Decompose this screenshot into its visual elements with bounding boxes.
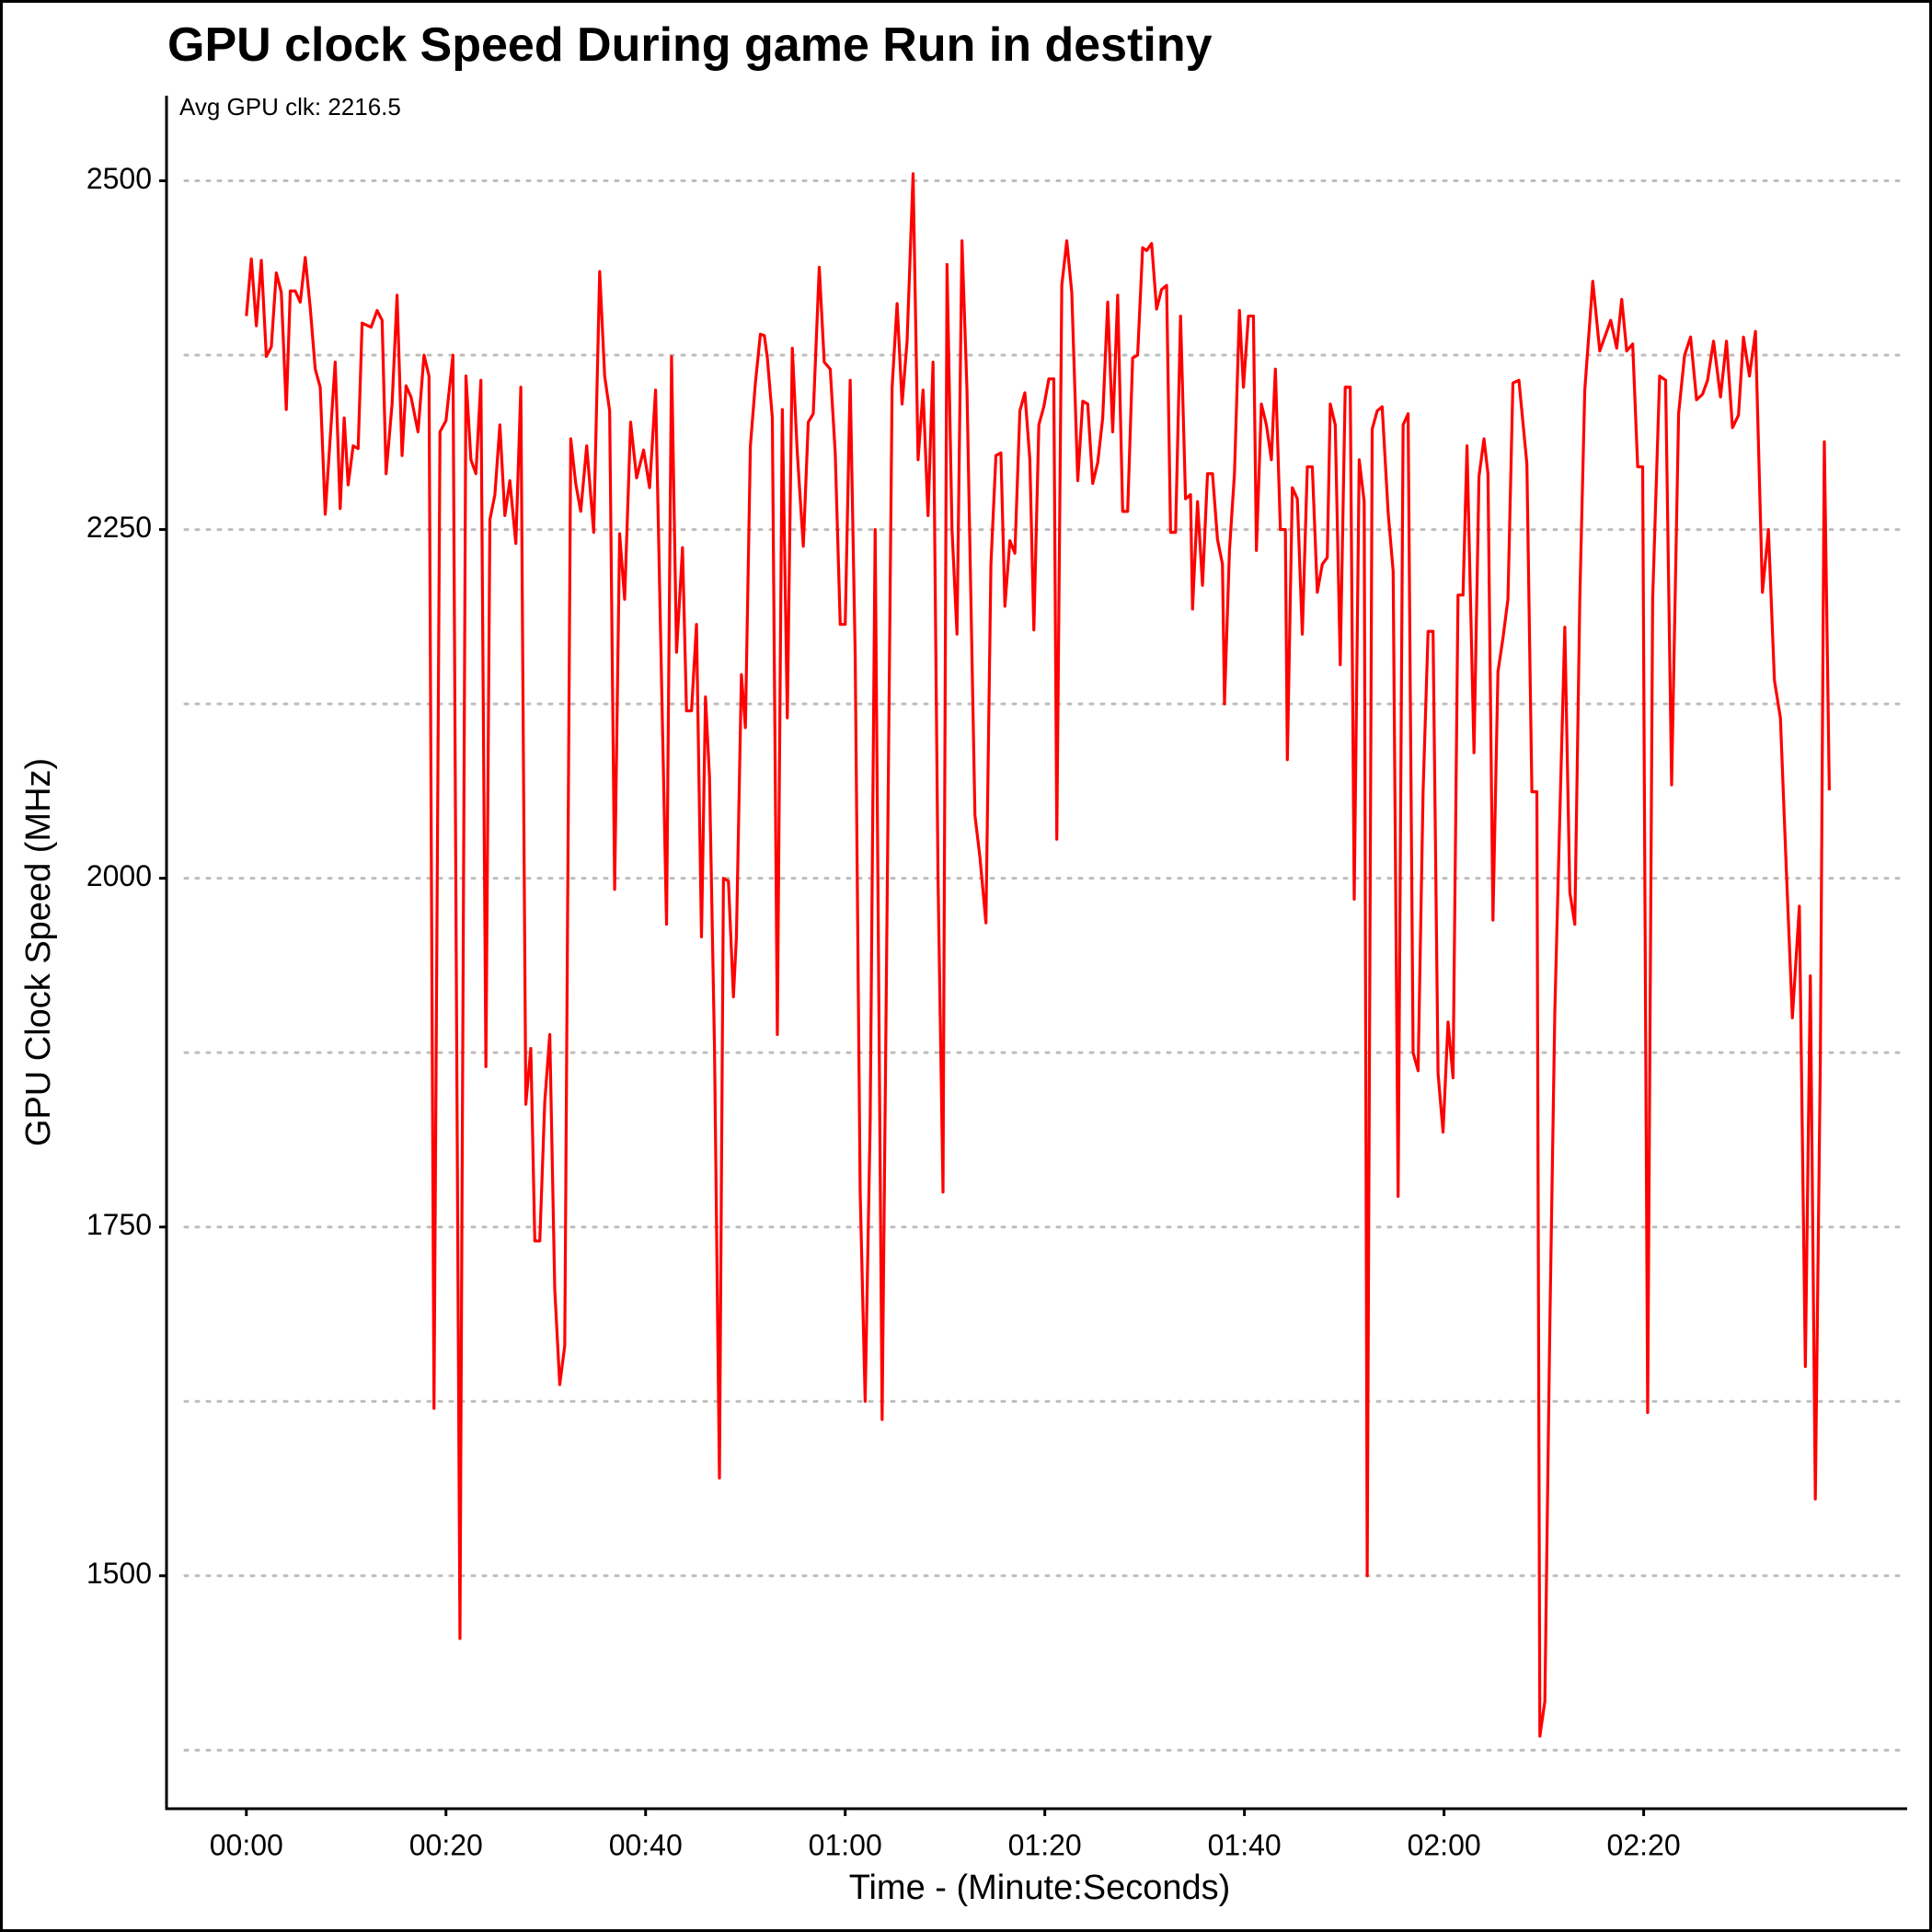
chart-title: GPU clock Speed During game Run in desti… [167, 18, 1213, 72]
x-tick-label: 01:40 [1208, 1828, 1282, 1861]
x-tick-label: 02:20 [1607, 1828, 1681, 1861]
x-tick-label: 00:40 [609, 1828, 683, 1861]
x-axis-title: Time - (Minute:Seconds) [849, 1869, 1231, 1907]
y-tick-label: 2250 [86, 511, 152, 544]
annotation: Avg GPU clk: 2216.5 [179, 93, 401, 121]
x-tick-label: 02:00 [1408, 1828, 1481, 1861]
x-tick-label: 00:20 [409, 1828, 483, 1861]
y-tick-label: 2500 [86, 162, 152, 195]
x-tick-label: 00:00 [210, 1828, 283, 1861]
y-tick-label: 1750 [86, 1208, 152, 1241]
y-tick-label: 2000 [86, 859, 152, 892]
y-axis-title: GPU Clock Speed (MHz) [19, 758, 58, 1146]
x-tick-label: 01:00 [809, 1828, 882, 1861]
x-tick-label: 01:20 [1008, 1828, 1082, 1861]
data-line [245, 172, 1831, 1738]
y-tick-label: 1500 [86, 1557, 152, 1590]
